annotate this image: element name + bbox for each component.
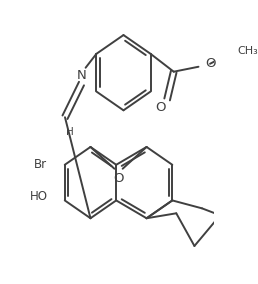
Text: H: H [66,127,74,137]
Text: N: N [77,69,86,82]
Text: O: O [155,101,166,114]
Text: CH₃: CH₃ [237,46,258,56]
Text: O: O [205,57,216,70]
Text: HO: HO [30,190,48,203]
Text: O: O [113,172,124,185]
Text: Br: Br [34,158,47,171]
